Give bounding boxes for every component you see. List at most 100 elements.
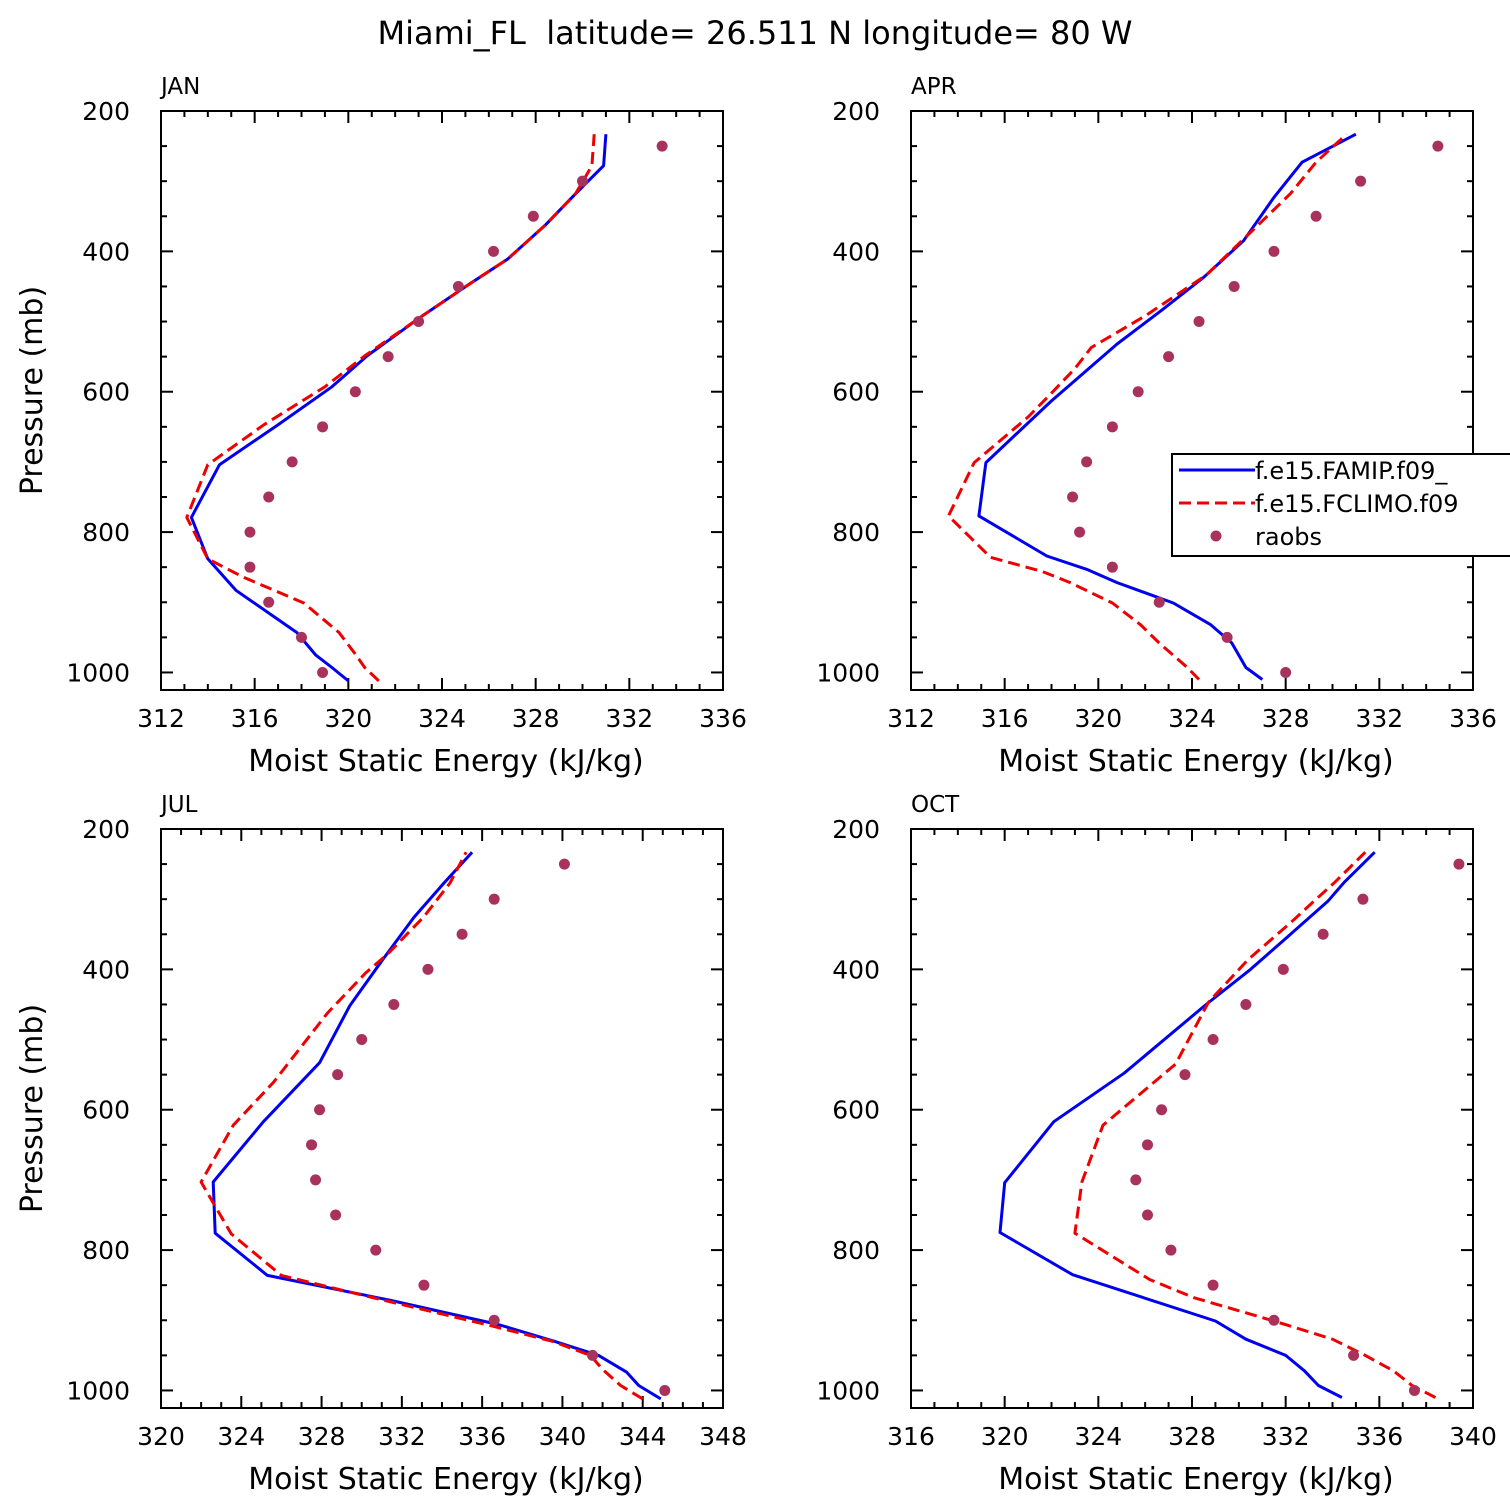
raobs-point [1357,893,1369,905]
x-axis-label: Moist Static Energy (kJ/kg) [998,744,1394,779]
famip-line [211,851,662,1401]
raobs-point [244,561,256,573]
raobs-point [587,1349,599,1361]
raobs-point [1142,1139,1154,1151]
raobs-point [1207,1034,1219,1046]
raobs-point [1221,631,1233,643]
x-tick-label: 332 [1262,1422,1310,1451]
x-tick-label: 320 [137,1422,185,1451]
y-axis-label: Pressure (mb) [15,1004,50,1213]
raobs-point [296,631,307,643]
raobs-point [330,1209,342,1221]
x-tick-label: 348 [699,1422,747,1451]
panel-oct: OCT 316 320 324 328 332 336 340 200 400 600 800 1000… [816,792,1496,1497]
y-tick-label: 800 [82,518,130,547]
raobs-point [306,1139,318,1151]
x-tick-label: 312 [137,704,185,733]
raobs-point [452,280,464,292]
raobs-point [244,526,256,538]
legend: f.e15.FAMIP.f09_ f.e15.FCLIMO.f09 raobs [1171,453,1510,557]
x-tick-label: 332 [378,1422,426,1451]
raobs-point [317,421,329,433]
raobs-point [314,1104,326,1116]
x-tick-label: 340 [539,1422,587,1451]
famip-line [977,132,1357,681]
y-tick-label: 400 [82,955,130,984]
y-tick-label: 1000 [66,658,130,687]
raobs-point [263,491,275,503]
y-tick-label: 600 [832,1096,880,1125]
raobs-point [1432,140,1444,152]
raobs-point [1074,526,1086,538]
y-axis-label: Pressure (mb) [15,286,50,495]
legend-entry: raobs [1255,523,1322,551]
x-tick-label: 328 [1168,1422,1216,1451]
x-tick-label: 316 [981,704,1029,733]
raobs-point [1355,175,1367,187]
legend-entry: f.e15.FCLIMO.f09 [1255,490,1459,518]
raobs-point [1106,561,1118,573]
raobs-point [388,998,400,1010]
plot-frame [910,110,1474,691]
y-tick-label: 600 [832,378,880,407]
raobs-point [1207,1279,1219,1291]
raobs-point [1153,596,1165,608]
y-tick-label: 200 [832,97,880,126]
fclimo-line [947,133,1348,681]
panel-jul: JUL 320 324 328 332 336 340 344 348 200 400 600 800 1… [15,792,747,1497]
x-tick-label: 328 [298,1422,346,1451]
y-tick-label: 1000 [816,1376,880,1405]
x-axis-label: Moist Static Energy (kJ/kg) [248,1462,644,1497]
x-tick-label: 320 [981,1422,1029,1451]
panel-label: JAN [159,74,200,100]
raobs-point [1165,1244,1177,1256]
raobs-point [488,893,500,905]
y-tick-label: 200 [832,815,880,844]
raobs-point [1277,963,1289,975]
x-tick-label: 332 [605,704,653,733]
panel-label: JUL [159,792,198,818]
x-tick-label: 328 [512,704,560,733]
y-tick-label: 400 [832,955,880,984]
raobs-point [332,1069,344,1081]
raobs-point [310,1174,322,1186]
raobs-point [356,1034,368,1046]
y-tick-label: 600 [82,1096,130,1125]
y-tick-label: 1000 [816,658,880,687]
x-tick-label: 324 [1168,704,1216,733]
x-tick-label: 316 [887,1422,935,1451]
y-tick-label: 800 [82,1236,130,1265]
raobs-point [418,1279,430,1291]
raobs-point [1268,245,1280,257]
famip-line [998,851,1376,1399]
x-tick-label: 316 [231,704,279,733]
plot-frame [160,828,724,1409]
raobs-point [488,1314,500,1326]
y-tick-label: 800 [832,518,880,547]
raobs-point [1156,1104,1168,1116]
x-axis-label: Moist Static Energy (kJ/kg) [248,744,644,779]
plot-frame [160,110,724,691]
x-tick-label: 320 [1074,704,1122,733]
x-tick-label: 328 [1262,704,1310,733]
y-tick-label: 200 [82,815,130,844]
x-tick-label: 336 [1355,1422,1403,1451]
y-tick-label: 1000 [66,1376,130,1405]
x-tick-label: 344 [619,1422,667,1451]
x-tick-label: 336 [458,1422,506,1451]
panel-label: OCT [911,792,960,818]
x-axis-label: Moist Static Energy (kJ/kg) [998,1462,1394,1497]
raobs-point [1228,280,1240,292]
raobs-point [1132,386,1144,398]
panel-apr: APR 312 316 320 324 328 332 336 200 400 600 800 1000… [816,74,1510,779]
fclimo-line [199,851,644,1401]
legend-raobs-marker [1210,530,1222,542]
raobs-point [422,963,434,975]
raobs-point [1081,456,1093,468]
y-tick-label: 200 [82,97,130,126]
raobs-point [1317,928,1329,940]
raobs-point [656,140,668,152]
panel-jan: JAN 312 316 320 324 328 332 336 200 400 600 800 1000… [15,74,747,779]
raobs-point [488,245,500,257]
